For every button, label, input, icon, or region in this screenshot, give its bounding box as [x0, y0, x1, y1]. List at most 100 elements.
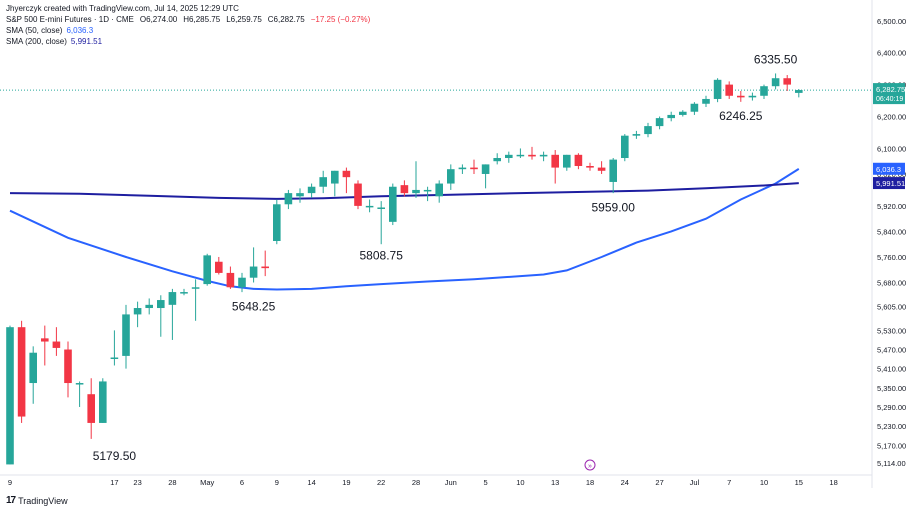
candle-body: [296, 193, 304, 197]
candle-body: [133, 308, 142, 315]
price-annotation: 6246.25: [719, 109, 763, 123]
candle-body: [458, 167, 467, 170]
candle-body: [597, 167, 606, 171]
candle-body: [551, 154, 559, 168]
candle-body: [795, 90, 803, 93]
y-tick-label: 6,400.00: [877, 49, 906, 58]
candle-body: [261, 266, 269, 269]
x-tick-label: Jul: [690, 478, 700, 487]
last-price-axis-bg: [873, 83, 905, 105]
y-tick-label: 5,760.00: [877, 253, 906, 262]
y-tick-label: 6,500.00: [877, 17, 906, 26]
candle-body: [435, 183, 443, 197]
candle-body: [203, 255, 211, 285]
candle-body: [493, 158, 501, 162]
low-value: L6,259.75: [226, 15, 262, 24]
x-tick-label: 18: [829, 478, 837, 487]
candle-body: [87, 394, 95, 423]
x-tick-label: 9: [8, 478, 12, 487]
price-annotation: 5808.75: [360, 248, 404, 262]
candle-body: [6, 327, 14, 465]
sma200-axis-label: 5,991.51: [876, 179, 905, 188]
y-tick-label: 5,605.00: [877, 302, 906, 311]
x-tick-label: 7: [727, 478, 731, 487]
candle-body: [505, 154, 513, 159]
candle-body: [447, 169, 455, 184]
y-tick-label: 5,114.00: [877, 459, 906, 468]
y-tick-label: 5,840.00: [877, 227, 906, 236]
symbol-title[interactable]: S&P 500 E-mini Futures · 1D · CME: [6, 15, 134, 24]
y-tick-label: 5,470.00: [877, 346, 906, 355]
candle-body: [377, 207, 385, 209]
y-tick-label: 5,290.00: [877, 403, 906, 412]
candle-body: [748, 95, 757, 98]
event-marker-icon: [584, 459, 596, 471]
ohlc-row: S&P 500 E-mini Futures · 1D · CME O6,274…: [6, 14, 372, 25]
candle-body: [284, 193, 293, 205]
countdown-timer: 06:40:19: [876, 96, 903, 103]
price-annotation: 5648.25: [232, 300, 276, 314]
sma200-label: SMA (200, close): [6, 37, 67, 46]
tradingview-logo-icon: 17: [6, 495, 16, 506]
candle-body: [400, 185, 409, 194]
chart-header: Jhyerczyk created with TradingView.com, …: [6, 3, 372, 47]
candle-body: [41, 338, 49, 342]
candle-body: [412, 189, 420, 194]
sma200-value: 5,991.51: [70, 37, 103, 46]
candle-body: [423, 189, 432, 192]
tradingview-logo[interactable]: 17 TradingView: [6, 495, 68, 506]
candle-body: [365, 205, 374, 208]
candle-body: [563, 154, 571, 168]
x-tick-label: Jun: [445, 478, 457, 487]
price-annotation: 6335.50: [754, 52, 798, 66]
candle-body: [249, 266, 258, 278]
candle-body: [632, 134, 641, 136]
y-tick-label: 5,410.00: [877, 365, 906, 374]
sma50-value: 6,036.3: [66, 26, 94, 35]
sma200-legend[interactable]: SMA (200, close) 5,991.51: [6, 36, 372, 47]
candle-body: [145, 304, 153, 309]
x-tick-label: 18: [586, 478, 594, 487]
candle-body: [690, 103, 699, 112]
y-tick-label: 5,350.00: [877, 384, 906, 393]
price-annotation: 5959.00: [592, 200, 636, 214]
x-tick-label: 10: [516, 478, 524, 487]
candle-body: [737, 95, 745, 98]
candle-body: [783, 78, 791, 85]
sma50-legend[interactable]: SMA (50, close) 6,036.3: [6, 25, 372, 36]
candle-body: [180, 292, 188, 294]
candle-body: [75, 383, 84, 385]
candle-body: [64, 349, 72, 384]
candle-body: [539, 154, 548, 157]
y-tick-label: 5,920.00: [877, 202, 906, 211]
x-tick-label: May: [200, 478, 214, 487]
x-tick-label: 5: [484, 478, 488, 487]
candle-body: [319, 177, 327, 187]
candle-body: [215, 261, 223, 273]
candle-body: [655, 118, 664, 127]
candle-body: [760, 86, 768, 96]
x-tick-label: 23: [133, 478, 141, 487]
candle-body: [122, 314, 130, 356]
sma50-label: SMA (50, close): [6, 26, 63, 35]
x-tick-label: 6: [240, 478, 244, 487]
credit-line: Jhyerczyk created with TradingView.com, …: [6, 4, 239, 13]
candle-body: [771, 78, 780, 87]
candle-body: [99, 381, 107, 423]
candle-body: [331, 170, 339, 184]
candle-body: [389, 186, 397, 222]
x-tick-label: 17: [110, 478, 118, 487]
candle-body: [307, 186, 316, 194]
sma200-axis-label-bg: [873, 177, 905, 190]
candle-body: [667, 114, 675, 119]
candle-body: [52, 341, 61, 348]
x-tick-label: 14: [307, 478, 315, 487]
candle-body: [481, 164, 490, 174]
x-tick-label: 15: [795, 478, 803, 487]
sma50-line: [9, 168, 800, 291]
y-tick-label: 5,230.00: [877, 422, 906, 431]
high-value: H6,285.75: [183, 15, 221, 24]
candle-body: [226, 272, 235, 288]
candle-body: [713, 79, 722, 99]
